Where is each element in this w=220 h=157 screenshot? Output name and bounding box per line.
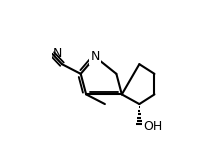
Text: OH: OH	[143, 120, 162, 133]
Text: N: N	[91, 50, 100, 63]
Text: N: N	[53, 47, 62, 60]
